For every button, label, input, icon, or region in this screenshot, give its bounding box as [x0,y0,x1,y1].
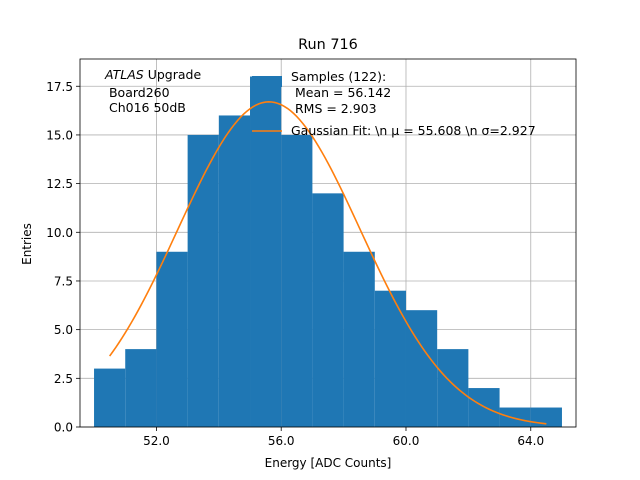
histogram-bar [312,193,344,427]
annotation-line-2: Board260 [105,85,170,100]
histogram-bar [94,368,126,427]
histogram-bar [187,134,219,427]
y-tick-label: 15.0 [46,128,73,142]
histogram-bar [405,310,438,427]
histogram-bar [125,349,157,427]
annotation-upgrade: Upgrade [144,67,202,82]
legend-samples-swatch [252,76,282,87]
axes-frame [79,58,577,428]
y-tick-label: 10.0 [46,226,73,240]
annotation-atlas: ATLAS [104,67,144,82]
legend-samples-line-1: Samples (122): [291,69,386,84]
annotation-line-3: Ch016 50dB [105,100,186,115]
gaussian-fit [108,101,547,425]
histogram-bar [343,251,375,427]
x-tick-label: 64.0 [517,434,544,448]
histogram-bar [530,407,562,427]
legend-fit-label: Gaussian Fit: \n μ = 55.608 \n σ=2.927 [291,123,536,138]
y-tick-label: 7.5 [54,274,73,288]
y-tick-label: 12.5 [46,177,73,191]
legend: Samples (122): Mean = 56.142 RMS = 2.903… [252,69,536,138]
y-tick-label: 17.5 [46,80,73,94]
x-tick-label: 56.0 [268,434,295,448]
histogram-bar [250,76,282,428]
histogram-bars [94,76,562,428]
x-tick-label: 60.0 [393,434,420,448]
y-tick-label: 5.0 [54,323,73,337]
x-tick-label: 52.0 [143,434,170,448]
y-tick-label: 0.0 [54,421,73,435]
histogram-bar [499,407,531,427]
histogram-bar [156,251,188,427]
chart-title: Run 716 [298,37,358,53]
legend-samples-line-3: RMS = 2.903 [291,101,377,116]
histogram-bar [374,290,406,427]
x-axis-label: Energy [ADC Counts] [265,456,392,470]
histogram-bar [281,134,313,427]
histogram-bar [218,115,251,427]
axis-ticks: 52.0 56.0 60.0 64.0 0.0 2.5 5.0 7.5 10.0 12.5 15.0… [46,80,544,448]
y-tick-label: 2.5 [54,372,73,386]
fit-curve [108,101,547,425]
y-axis-label: Entries [20,223,34,265]
atlas-annotation: ATLAS Upgrade Board260 Ch016 50dB [104,67,201,115]
legend-samples-line-2: Mean = 56.142 [291,85,391,100]
histogram-bar [437,349,469,427]
annotation-line-1: ATLAS Upgrade [104,67,201,82]
